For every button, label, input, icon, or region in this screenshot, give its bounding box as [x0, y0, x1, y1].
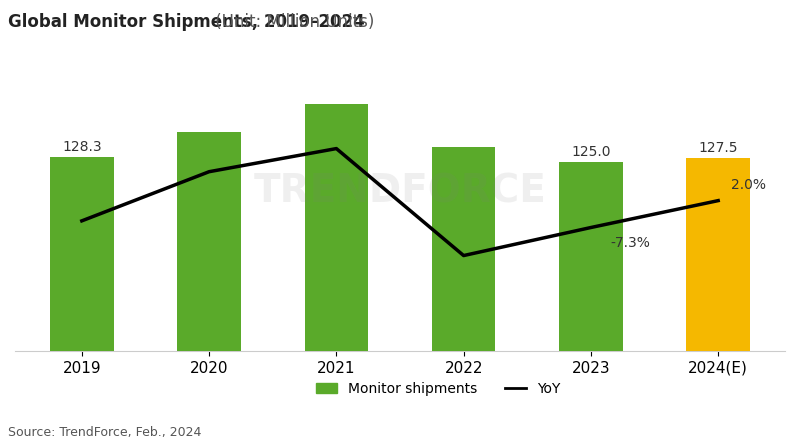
- Bar: [178, 132, 241, 351]
- Bar: [50, 157, 114, 351]
- Bar: [305, 104, 368, 351]
- Text: TRENDFORCE: TRENDFORCE: [254, 173, 546, 211]
- Text: 127.5: 127.5: [698, 141, 738, 155]
- Text: -7.3%: -7.3%: [610, 236, 650, 250]
- Text: Global Monitor Shipments, 2019–2024: Global Monitor Shipments, 2019–2024: [8, 13, 365, 31]
- Text: 125.0: 125.0: [571, 145, 610, 159]
- Legend: Monitor shipments, YoY: Monitor shipments, YoY: [310, 376, 566, 401]
- Text: 128.3: 128.3: [62, 140, 102, 154]
- Bar: [432, 146, 495, 351]
- Text: 2.0%: 2.0%: [731, 178, 766, 192]
- Text: Source: TrendForce, Feb., 2024: Source: TrendForce, Feb., 2024: [8, 426, 202, 439]
- Bar: [559, 162, 622, 351]
- Bar: [686, 158, 750, 351]
- Text: (Unit: Million Units): (Unit: Million Units): [210, 13, 374, 31]
